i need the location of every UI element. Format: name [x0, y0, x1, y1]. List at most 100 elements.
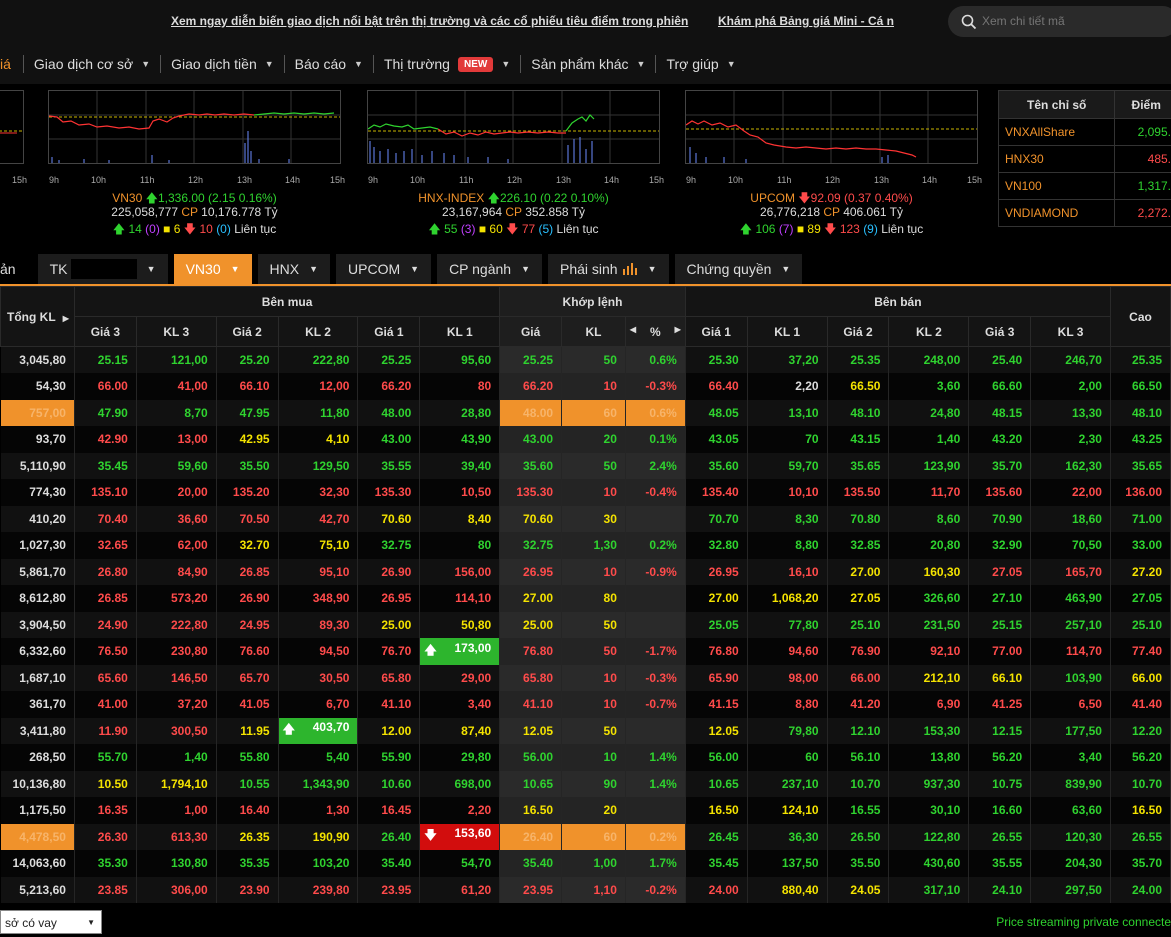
- tab-tk[interactable]: TK ▼: [37, 254, 168, 284]
- table-row[interactable]: 5,213,60 23.85 306,00 23.90 239,80 23.95 61,20…: [0, 876, 1171, 903]
- index-row[interactable]: VNXAllShare 2,095.: [997, 118, 1171, 146]
- cell-value: 66.00: [1131, 670, 1162, 685]
- cell-value: 14,063,60: [12, 856, 66, 871]
- table-row[interactable]: 757,00 47.90 8,70 47.95 11,80 48.00 28,80 48.00…: [0, 399, 1171, 426]
- table-row[interactable]: 3,904,50 24.90 222,80 24.95 89,30 25.00 50,80 2…: [0, 611, 1171, 638]
- col-sell-vol-3[interactable]: KL 3: [1030, 316, 1111, 347]
- table-row[interactable]: 14,063,60 35.30 130,80 35.35 103,20 35.40 54,7…: [0, 850, 1171, 877]
- col-sell-vol-2[interactable]: KL 2: [888, 316, 970, 347]
- search-box[interactable]: [948, 6, 1171, 37]
- index-row[interactable]: VNDIAMOND 2,272.: [997, 199, 1171, 227]
- tab-upcom[interactable]: UPCOM ▼: [336, 254, 432, 284]
- table-row[interactable]: 54,30 66.00 41,00 66.10 12,00 66.20 80 66.20 10 -…: [0, 373, 1171, 400]
- table-row[interactable]: 361,70 41.00 37,20 41.05 6,70 41.10 3,40 41.10 1…: [0, 691, 1171, 718]
- index-row[interactable]: VN100 1,317.: [997, 172, 1171, 200]
- table-row[interactable]: 8,612,80 26.85 573,20 26.90 348,90 26.95 114,1…: [0, 585, 1171, 612]
- nav-item-giao-dich-tien[interactable]: Giao dịch tiền ▼: [161, 44, 284, 84]
- index-point: 485.: [1114, 145, 1171, 173]
- col-sell-vol-1[interactable]: KL 1: [746, 316, 828, 347]
- cell-value: 11.90: [98, 723, 128, 738]
- cell-buy-vol-1: 29,80: [419, 744, 501, 771]
- table-row[interactable]: 1,027,30 32.65 62,00 32.70 75,10 32.75 80 32.75…: [0, 532, 1171, 559]
- table-row[interactable]: 5,861,70 26.80 84,90 26.85 95,10 26.90 156,00 2…: [0, 558, 1171, 585]
- chevron-down-icon: ▼: [230, 264, 240, 274]
- col-total-volume[interactable]: Tổng KL ▶: [0, 286, 75, 347]
- table-row[interactable]: 4,478,50 26.30 613,30 26.35 190,90 26.40 🡇 153,…: [0, 823, 1171, 850]
- col-buy-vol-1[interactable]: KL 1: [419, 316, 501, 347]
- cell-value: 13,00: [177, 432, 208, 447]
- nav-item-thi-truong[interactable]: Thị trường NEW ▼: [374, 44, 520, 84]
- tab-label: HNX: [269, 261, 300, 277]
- cell-value: 24.10: [992, 882, 1023, 897]
- caret-right-icon: ▶: [674, 324, 681, 334]
- tab-cp-nganh[interactable]: CP ngành ▼: [437, 254, 542, 284]
- cell-value: 77.00: [992, 644, 1023, 659]
- table-row[interactable]: 268,50 55.70 1,40 55.80 5,40 55.90 29,80 56.00 1…: [0, 744, 1171, 771]
- cell-value: 43.00: [523, 432, 554, 447]
- cell-value: 76.60: [239, 644, 270, 659]
- cell-sell-vol-2: 317,10: [888, 876, 970, 903]
- col-sell-price-3[interactable]: Giá 3: [968, 316, 1032, 347]
- cell-value: 129,50: [312, 458, 350, 473]
- nav-item-tro-giup[interactable]: Trợ giúp ▼: [656, 44, 745, 84]
- cell-sell-vol-2: 153,30: [888, 717, 970, 744]
- group-sell: Bên bán: [684, 286, 1111, 317]
- table-row[interactable]: 3,045,80 25.15 121,00 25.20 222,80 25.25 95,60…: [0, 346, 1171, 373]
- arrow-up-icon: 🡅: [739, 222, 753, 236]
- cell-sell-price-3: 70.90: [968, 505, 1032, 532]
- index-row[interactable]: HNX30 485.: [997, 145, 1171, 173]
- table-row[interactable]: 5,110,90 35.45 59,60 35.50 129,50 35.55 39,40 3…: [0, 452, 1171, 479]
- table-row[interactable]: 93,70 42.90 13,00 42.95 4,10 43.00 43,90 43.00 2…: [0, 426, 1171, 453]
- ticker-link-highlights[interactable]: Xem ngay diễn biến giao dịch nổi bật trê…: [171, 14, 689, 28]
- nav-item-san-pham-khac[interactable]: Sản phẩm khác ▼: [521, 44, 655, 84]
- col-buy-vol-3[interactable]: KL 3: [135, 316, 217, 347]
- cell-buy-price-2: 24.95: [216, 611, 279, 638]
- cell-value: 26.95: [523, 564, 554, 579]
- nav-item-cut[interactable]: iá: [0, 44, 23, 84]
- tab-vn30[interactable]: VN30 ▼: [173, 254, 252, 284]
- cell-value: 87,40: [461, 723, 492, 738]
- col-buy-vol-2[interactable]: KL 2: [277, 316, 359, 347]
- tab-hnx[interactable]: HNX ▼: [257, 254, 331, 284]
- cell-match-price: 32.75: [499, 532, 563, 559]
- col-buy-price-3[interactable]: Giá 3: [73, 316, 137, 347]
- search-input[interactable]: [982, 11, 1162, 31]
- chart-upcom[interactable]: [685, 90, 978, 164]
- table-row[interactable]: 774,30 135.10 20,00 135.20 32,30 135.30 10,50 1…: [0, 479, 1171, 506]
- cell-value: 10: [603, 750, 617, 765]
- account-select[interactable]: sở có vay ▼: [0, 910, 102, 934]
- col-match-pct[interactable]: ◀% ▶: [624, 316, 686, 347]
- cell-match-pct: 1.4%: [625, 770, 686, 797]
- col-match-price[interactable]: Giá: [499, 316, 563, 347]
- table-row[interactable]: 6,332,60 76.50 230,80 76.60 94,50 76.70 🡅 173,0…: [0, 638, 1171, 665]
- table-row[interactable]: 1,687,10 65.60 146,50 65.70 30,50 65.80 29,00 6…: [0, 664, 1171, 691]
- cell-total-volume: 268,50: [0, 744, 75, 771]
- tab-chung-quyen[interactable]: Chứng quyền ▼: [674, 254, 803, 284]
- table-row[interactable]: 410,20 70.40 36,60 70.50 42,70 70.60 8,40 70.60…: [0, 505, 1171, 532]
- cell-value: -0.2%: [645, 882, 677, 897]
- tab-phai-sinh[interactable]: Phái sinh ▼: [548, 254, 669, 284]
- chart-hnx[interactable]: [367, 90, 660, 164]
- col-buy-price-1[interactable]: Giá 1: [357, 316, 421, 347]
- col-match-vol[interactable]: KL: [561, 316, 626, 347]
- session-state: Liên tục: [556, 222, 599, 236]
- cell-total-volume: 1,687,10: [0, 664, 75, 691]
- table-row[interactable]: 10,136,80 10.50 1,794,10 10.55 1,343,90 10.60…: [0, 770, 1171, 797]
- table-row[interactable]: 3,411,80 11.90 300,50 11.95 🡅 403,70 12.00 87,4…: [0, 717, 1171, 744]
- chart-vn30[interactable]: [48, 90, 341, 164]
- nav-item-giao-dich-co-so[interactable]: Giao dịch cơ sở ▼: [24, 44, 160, 84]
- cell-value: 10: [603, 564, 617, 579]
- cell-buy-price-1: 23.95: [357, 876, 421, 903]
- table-row[interactable]: 1,175,50 16.35 1,00 16.40 1,30 16.45 2,20 16.50…: [0, 797, 1171, 824]
- cell-value: 6,332,60: [19, 644, 66, 659]
- nav-item-bao-cao[interactable]: Báo cáo ▼: [285, 44, 373, 84]
- cell-value: 66.20: [523, 379, 554, 394]
- ticker-link-mini-board[interactable]: Khám phá Bảng giá Mini - Cá n: [718, 14, 895, 28]
- cell-buy-vol-3: 62,00: [136, 532, 217, 559]
- col-high[interactable]: Cao: [1109, 286, 1171, 347]
- col-buy-price-2[interactable]: Giá 2: [215, 316, 279, 347]
- tab-cut[interactable]: ản: [0, 254, 32, 284]
- col-sell-price-1[interactable]: Giá 1: [684, 316, 748, 347]
- col-sell-price-2[interactable]: Giá 2: [826, 316, 890, 347]
- cell-sell-vol-1: 94,60: [747, 638, 828, 665]
